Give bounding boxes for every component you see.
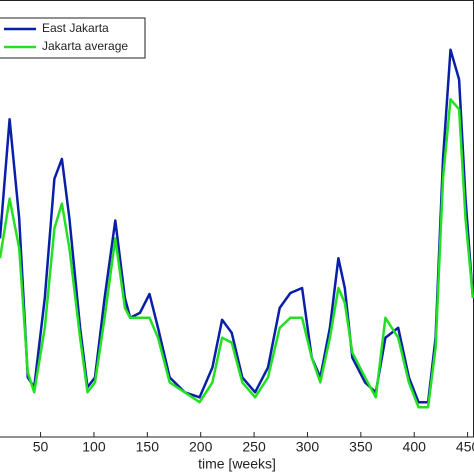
x-tick-label: 50	[33, 439, 49, 455]
x-tick-label: 450	[456, 439, 474, 455]
x-tick-label: 100	[82, 439, 106, 455]
x-tick-label: 300	[296, 439, 320, 455]
legend-box	[0, 17, 146, 59]
legend-label: Jakarta average	[42, 39, 128, 53]
x-tick-label: 200	[189, 439, 213, 455]
x-axis-label: time [weeks]	[198, 456, 276, 472]
x-tick-label: 350	[349, 439, 373, 455]
legend-label: East Jakarta	[42, 21, 109, 35]
series-line	[0, 48, 474, 404]
x-tick-label: 150	[136, 439, 160, 455]
axes-frame	[0, 0, 474, 438]
x-tick-label: 250	[242, 439, 266, 455]
series-line	[0, 98, 474, 409]
legend: East Jakarta Jakarta average	[0, 17, 146, 59]
x-tick-label: 400	[403, 439, 427, 455]
